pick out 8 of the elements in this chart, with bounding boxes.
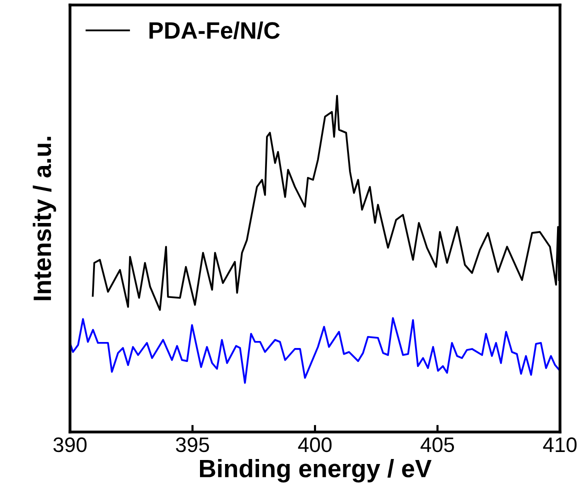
legend-label: PDA-Fe/N/C (149, 22, 280, 40)
x-tick-label: 390 (53, 437, 87, 452)
y-axis-title: Intensity / a.u. (32, 136, 56, 300)
x-tick-label: 410 (543, 437, 577, 452)
x-tick-label: 400 (298, 437, 332, 452)
x-tick-label: 395 (176, 437, 210, 452)
x-axis-title: Binding energy / eV (200, 459, 432, 482)
x-tick-label: 405 (420, 437, 454, 452)
